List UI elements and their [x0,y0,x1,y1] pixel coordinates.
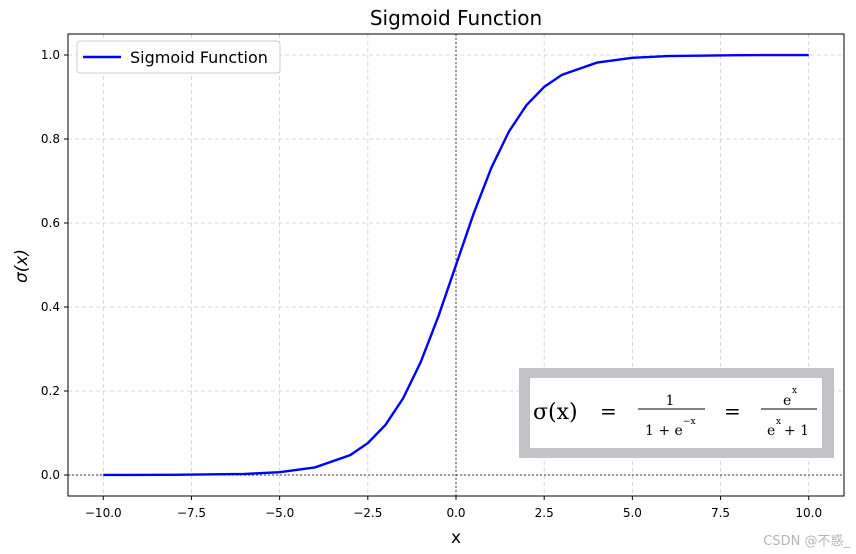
x-tick-label-0: −10.0 [85,506,122,520]
y-tick-label-0: 0.0 [41,468,60,482]
series-line-0 [103,53,809,477]
legend-box [76,40,281,74]
y-axis-label: σ(x) [12,249,32,283]
y-tick-label-2: 0.4 [41,300,60,314]
watermark: CSDN @不惑_ [763,533,850,549]
formula-equals-1: = [600,399,617,423]
x-tick-label-2: −5.0 [265,506,294,520]
x-axis-label: x [451,528,461,548]
formula-frac2-denominator-exponent: x [776,417,781,427]
x-tick-label-7: 7.5 [711,506,730,520]
formula-box: σ(x) = 1 1 + e −x = e x e x + 1 [519,368,834,458]
x-ticks: −10.0 −7.5 −5.0 −2.5 0.0 2.5 5.0 7.5 10.0 [85,496,822,520]
y-ticks: 0.0 0.2 0.4 0.6 0.8 1.0 [41,48,68,482]
y-tick-label-5: 1.0 [41,48,60,62]
chart-title: Sigmoid Function [370,6,542,30]
x-tick-label-5: 2.5 [535,506,554,520]
x-tick-label-3: −2.5 [353,506,382,520]
legend: Sigmoid Function [76,40,281,74]
formula-frac2-numerator: e [783,393,791,409]
x-tick-label-6: 5.0 [623,506,642,520]
formula-frac1-denominator: 1 + e [645,423,683,439]
formula-lhs: σ(x) [533,400,578,425]
formula-frac1-numerator: 1 [666,393,675,409]
y-tick-label-3: 0.6 [41,216,60,230]
formula-frac2-numerator-exponent: x [792,386,797,396]
formula-frac2-denominator: e [767,423,775,439]
formula-frac1-exponent: −x [683,417,696,427]
legend-label: Sigmoid Function [130,48,268,67]
formula-equals-2: = [724,399,741,423]
x-tick-label-1: −7.5 [177,506,206,520]
y-tick-label-1: 0.2 [41,384,60,398]
series-layer [103,53,809,477]
x-tick-label-8: 10.0 [795,506,822,520]
formula-background [530,378,822,448]
formula-frac2-denominator-tail: + 1 [784,423,809,439]
x-tick-label-4: 0.0 [446,506,465,520]
y-tick-label-4: 0.8 [41,132,60,146]
